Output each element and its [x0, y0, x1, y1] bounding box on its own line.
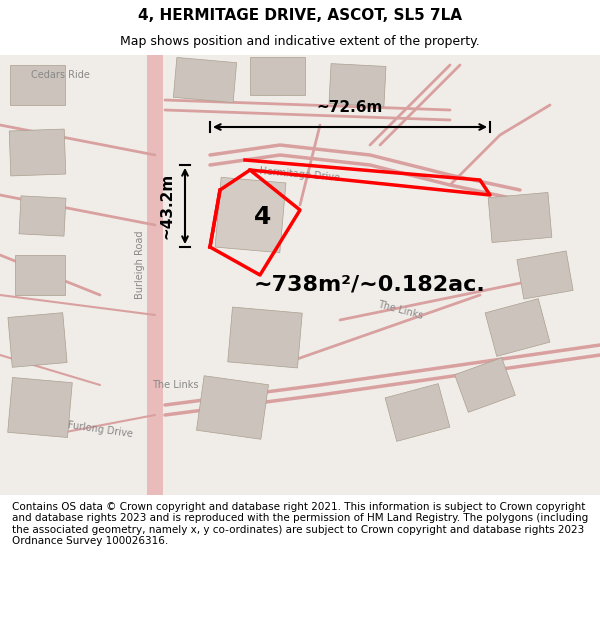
Polygon shape	[215, 177, 286, 252]
Polygon shape	[517, 251, 573, 299]
Polygon shape	[329, 64, 386, 106]
Text: ~43.2m: ~43.2m	[160, 173, 175, 239]
Polygon shape	[196, 376, 269, 439]
Text: Map shows position and indicative extent of the property.: Map shows position and indicative extent…	[120, 35, 480, 48]
Polygon shape	[250, 57, 305, 95]
Text: Hermitage Drive: Hermitage Drive	[259, 166, 341, 184]
Text: ~72.6m: ~72.6m	[317, 99, 383, 114]
Polygon shape	[455, 357, 515, 412]
Text: 4: 4	[254, 205, 272, 229]
Polygon shape	[0, 55, 600, 495]
Polygon shape	[228, 307, 302, 368]
Text: The Links: The Links	[152, 380, 198, 390]
Polygon shape	[485, 299, 550, 356]
Polygon shape	[19, 196, 66, 236]
Text: 4, HERMITAGE DRIVE, ASCOT, SL5 7LA: 4, HERMITAGE DRIVE, ASCOT, SL5 7LA	[138, 8, 462, 23]
Text: Furlong Drive: Furlong Drive	[67, 421, 133, 439]
Polygon shape	[173, 58, 236, 102]
Text: The Links: The Links	[376, 299, 424, 321]
Polygon shape	[147, 55, 163, 495]
Polygon shape	[488, 192, 552, 242]
Polygon shape	[15, 255, 65, 295]
Text: Contains OS data © Crown copyright and database right 2021. This information is : Contains OS data © Crown copyright and d…	[12, 501, 588, 546]
Polygon shape	[8, 378, 72, 438]
Polygon shape	[385, 384, 450, 441]
Polygon shape	[8, 312, 67, 368]
Polygon shape	[10, 65, 65, 105]
Text: Burleigh Road: Burleigh Road	[135, 231, 145, 299]
Text: Cedars Ride: Cedars Ride	[31, 70, 89, 80]
Text: ~738m²/~0.182ac.: ~738m²/~0.182ac.	[254, 275, 486, 295]
Polygon shape	[9, 129, 66, 176]
